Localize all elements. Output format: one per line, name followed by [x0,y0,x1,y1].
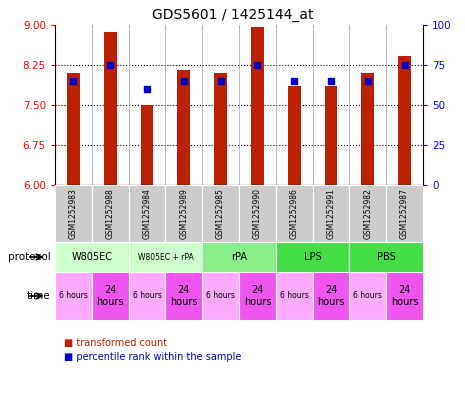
Text: GSM1252986: GSM1252986 [290,188,299,239]
Text: time: time [27,291,50,301]
Bar [129,272,166,320]
Bar [312,185,349,242]
Text: 6 hours: 6 hours [206,292,235,301]
Text: ■ percentile rank within the sample: ■ percentile rank within the sample [64,352,242,362]
Text: 6 hours: 6 hours [133,292,161,301]
Text: 6 hours: 6 hours [280,292,309,301]
Bar [349,242,423,272]
Bar [276,242,349,272]
Bar [55,242,129,272]
Bar [214,73,227,185]
Text: W805EC + rPA: W805EC + rPA [138,252,193,261]
Text: 24
hours: 24 hours [96,285,124,307]
Text: rPA: rPA [231,252,247,262]
Bar [398,56,411,185]
Text: GSM1252983: GSM1252983 [69,188,78,239]
Text: GSM1252989: GSM1252989 [179,188,188,239]
Bar [386,272,423,320]
Bar [166,272,202,320]
Text: GSM1252982: GSM1252982 [363,188,372,239]
Text: GSM1252990: GSM1252990 [253,188,262,239]
Text: W805EC: W805EC [71,252,113,262]
Text: LPS: LPS [304,252,321,262]
Bar [140,105,153,185]
Bar [288,86,301,185]
Text: GSM1252985: GSM1252985 [216,188,225,239]
Text: PBS: PBS [377,252,396,262]
Bar [177,70,190,185]
Bar [386,185,423,242]
Text: GDS5601 / 1425144_at: GDS5601 / 1425144_at [152,8,313,22]
Bar [325,86,338,185]
Text: 24
hours: 24 hours [391,285,418,307]
Bar [104,32,117,185]
Bar [312,272,349,320]
Text: 6 hours: 6 hours [353,292,382,301]
Bar [349,185,386,242]
Text: GSM1252991: GSM1252991 [326,188,336,239]
Text: 24
hours: 24 hours [244,285,271,307]
Bar [276,272,312,320]
Text: 24
hours: 24 hours [317,285,345,307]
Text: protocol: protocol [7,252,50,262]
Bar [92,272,129,320]
Bar [55,272,92,320]
Bar [129,242,202,272]
Text: ■ transformed count: ■ transformed count [64,338,167,348]
Bar [67,73,80,185]
Bar [361,73,374,185]
Bar [129,185,166,242]
Bar [276,185,312,242]
Bar [239,185,276,242]
Bar [202,272,239,320]
Bar [202,242,276,272]
Bar [202,185,239,242]
Bar [55,185,92,242]
Bar [166,185,202,242]
Bar [251,27,264,185]
Text: GSM1252984: GSM1252984 [142,188,152,239]
Text: GSM1252987: GSM1252987 [400,188,409,239]
Text: GSM1252988: GSM1252988 [106,188,115,239]
Text: 24
hours: 24 hours [170,285,198,307]
Bar [239,272,276,320]
Bar [349,272,386,320]
Bar [92,185,129,242]
Text: 6 hours: 6 hours [59,292,88,301]
